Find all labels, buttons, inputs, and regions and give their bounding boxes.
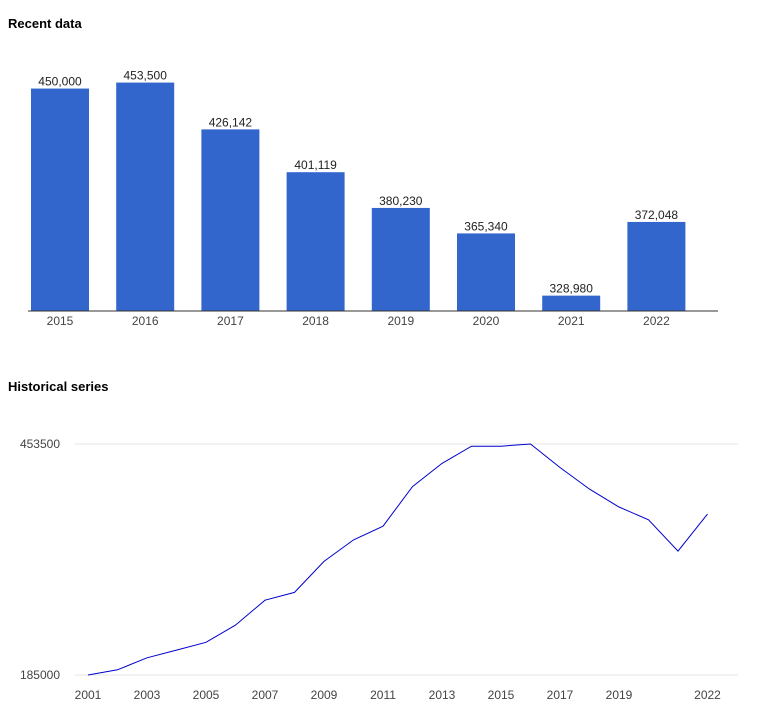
x-tick-label-2021: 2021 — [558, 314, 585, 328]
x-tick-label-2022: 2022 — [643, 314, 670, 328]
data-point-2014 — [470, 444, 474, 448]
data-point-2011 — [381, 524, 385, 528]
bar-2018 — [286, 172, 345, 311]
data-point-2013 — [440, 461, 444, 465]
data-point-2015 — [499, 444, 503, 448]
bar-2016 — [116, 82, 175, 311]
y-tick-label-453500: 453500 — [20, 437, 60, 451]
x-tick-label-2019: 2019 — [606, 688, 633, 702]
x-tick-label-2017: 2017 — [547, 688, 574, 702]
x-tick-label-2009: 2009 — [311, 688, 338, 702]
x-tick-label-2017: 2017 — [217, 314, 244, 328]
bar-value-label-2016: 453,500 — [124, 69, 168, 83]
x-tick-label-2019: 2019 — [387, 314, 414, 328]
y-tick-label-185000: 185000 — [20, 668, 60, 682]
data-point-2005 — [204, 640, 208, 644]
data-point-2018 — [588, 487, 592, 491]
x-tick-label-2018: 2018 — [302, 314, 329, 328]
bar-value-label-2019: 380,230 — [379, 194, 423, 208]
x-tick-label-2015: 2015 — [47, 314, 74, 328]
recent-data-bar-chart: 450,000 2015 453,500 2016 426,142 2017 401,119… — [28, 69, 718, 328]
x-tick-label-2020: 2020 — [473, 314, 500, 328]
bar-value-label-2017: 426,142 — [209, 115, 253, 129]
bar-value-label-2018: 401,119 — [294, 158, 337, 172]
data-point-2004 — [175, 648, 179, 652]
bar-2020 — [457, 233, 515, 311]
series-line — [87, 443, 708, 676]
data-point-2020 — [647, 518, 651, 522]
data-point-2002 — [116, 668, 120, 672]
x-tick-label-2003: 2003 — [134, 688, 161, 702]
bar-2019 — [371, 207, 430, 311]
x-tick-label-2016: 2016 — [132, 314, 159, 328]
bar-2015 — [31, 88, 89, 311]
historical-series-title: Historical series — [8, 379, 109, 394]
data-point-2021 — [676, 549, 680, 553]
data-point-2022 — [706, 512, 710, 516]
bar-value-label-2020: 365,340 — [464, 219, 508, 233]
bar-value-label-2021: 328,980 — [550, 282, 594, 296]
x-tick-label-2015: 2015 — [488, 688, 515, 702]
data-point-2007 — [263, 598, 267, 602]
bar-2017 — [201, 129, 260, 311]
data-point-2019 — [617, 505, 621, 509]
bar-value-label-2022: 372,048 — [635, 208, 679, 222]
data-point-2009 — [322, 559, 326, 563]
x-tick-label-2005: 2005 — [193, 688, 220, 702]
data-point-2001 — [86, 673, 90, 677]
data-point-2017 — [558, 466, 562, 470]
x-tick-label-2007: 2007 — [252, 688, 279, 702]
bar-2021 — [542, 295, 601, 311]
bar-value-label-2015: 450,000 — [38, 75, 82, 89]
x-tick-label-2011: 2011 — [370, 688, 396, 702]
bar-2022 — [627, 221, 686, 311]
data-point-2003 — [145, 656, 149, 660]
x-tick-label-2013: 2013 — [429, 688, 456, 702]
recent-data-title: Recent data — [8, 16, 82, 31]
data-point-2006 — [234, 623, 238, 627]
data-point-2008 — [293, 590, 297, 594]
x-tick-label-2001: 2001 — [75, 688, 102, 702]
data-point-2010 — [352, 538, 356, 542]
x-tick-label-2022: 2022 — [694, 688, 721, 702]
data-point-2016 — [529, 442, 533, 446]
data-point-2012 — [411, 485, 415, 489]
